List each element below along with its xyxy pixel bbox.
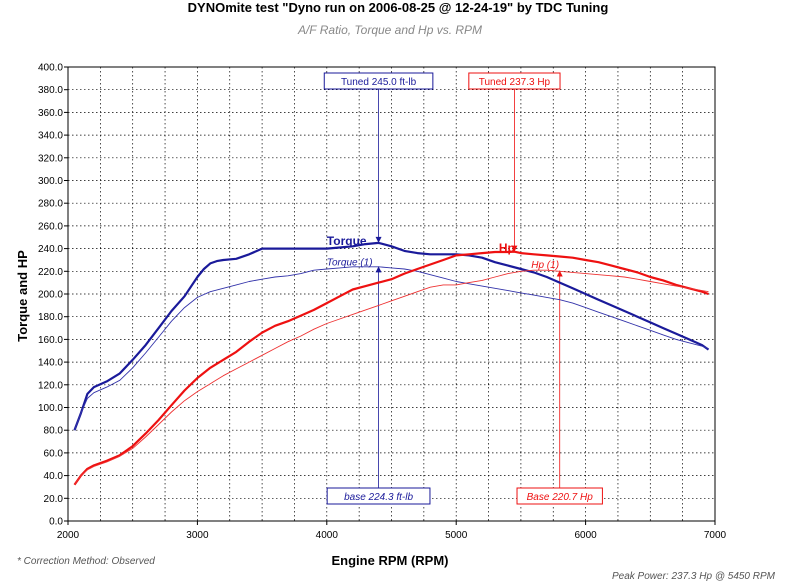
callout-label: base 224.3 ft-lb: [344, 492, 413, 503]
y-tick-label: 200.0: [38, 290, 63, 301]
series-labels: Torque Torque (1) Hp Hp (1): [327, 234, 559, 271]
series-label: Torque (1): [327, 258, 373, 269]
y-axis-label: Torque and HP: [15, 250, 30, 342]
chart-subtitle: A/F Ratio, Torque and Hp vs. RPM: [297, 23, 482, 37]
callout-label: Tuned 237.3 Hp: [479, 77, 551, 88]
y-tick-label: 340.0: [38, 131, 63, 142]
plot-area: [67, 66, 716, 522]
x-tick-label: 6000: [574, 530, 597, 541]
callout-arrow: [556, 270, 563, 277]
y-tick-label: 220.0: [38, 267, 63, 278]
x-axis-ticks: 2000 3000 4000 5000 6000 7000: [57, 521, 727, 541]
callout-arrow: [511, 245, 518, 252]
y-tick-label: 240.0: [38, 244, 63, 255]
x-tick-label: 7000: [704, 530, 727, 541]
series-label: Torque: [327, 234, 367, 248]
series-label: Hp (1): [531, 260, 559, 271]
y-tick-label: 400.0: [38, 63, 63, 74]
callout-boxes: Tuned 245.0 ft-lb Tuned 237.3 Hp base 224.…: [323, 72, 603, 505]
y-tick-label: 40.0: [44, 471, 64, 482]
y-tick-label: 0.0: [49, 517, 63, 528]
y-axis-ticks: 0.0 20.0 40.0 60.0 80.0 100.0 120.0 140.0 160.0 1…: [38, 63, 68, 528]
callout-box: [516, 487, 603, 505]
series-line-torque: [73, 241, 710, 431]
callout-box: [323, 72, 434, 90]
y-tick-label: 300.0: [38, 176, 63, 187]
series-line-hp-1: [74, 269, 709, 485]
peak-power-note: Peak Power: 237.3 Hp @ 5450 RPM: [612, 571, 776, 582]
y-tick-label: 100.0: [38, 403, 63, 414]
y-tick-label: 60.0: [44, 448, 64, 459]
series-line-torque-1: [74, 266, 709, 431]
y-tick-label: 20.0: [44, 494, 64, 505]
series-line-hp: [73, 250, 709, 486]
y-tick-label: 260.0: [38, 221, 63, 232]
y-tick-label: 360.0: [38, 108, 63, 119]
x-tick-label: 5000: [445, 530, 468, 541]
y-tick-label: 380.0: [38, 85, 63, 96]
callout-box: [468, 72, 561, 90]
y-tick-label: 180.0: [38, 312, 63, 323]
callout-label: Base 220.7 Hp: [527, 492, 594, 503]
y-tick-label: 160.0: [38, 335, 63, 346]
callout-lines: [375, 89, 563, 488]
y-tick-label: 320.0: [38, 153, 63, 164]
callout-box: [326, 487, 431, 505]
callout-label: Tuned 245.0 ft-lb: [341, 77, 417, 88]
callout-arrow: [375, 236, 382, 243]
x-tick-label: 2000: [57, 530, 80, 541]
y-tick-label: 120.0: [38, 380, 63, 391]
x-tick-label: 3000: [186, 530, 209, 541]
chart-title: DYNOmite test "Dyno run on 2006-08-25 @ …: [188, 0, 609, 15]
series-lines: [73, 241, 710, 486]
y-tick-label: 140.0: [38, 358, 63, 369]
y-tick-label: 280.0: [38, 199, 63, 210]
correction-method-note: * Correction Method: Observed: [17, 556, 155, 567]
x-tick-label: 4000: [316, 530, 339, 541]
y-tick-label: 80.0: [44, 426, 64, 437]
x-axis-label: Engine RPM (RPM): [332, 553, 449, 568]
series-label: Hp: [499, 241, 515, 255]
callout-arrow: [375, 266, 382, 273]
